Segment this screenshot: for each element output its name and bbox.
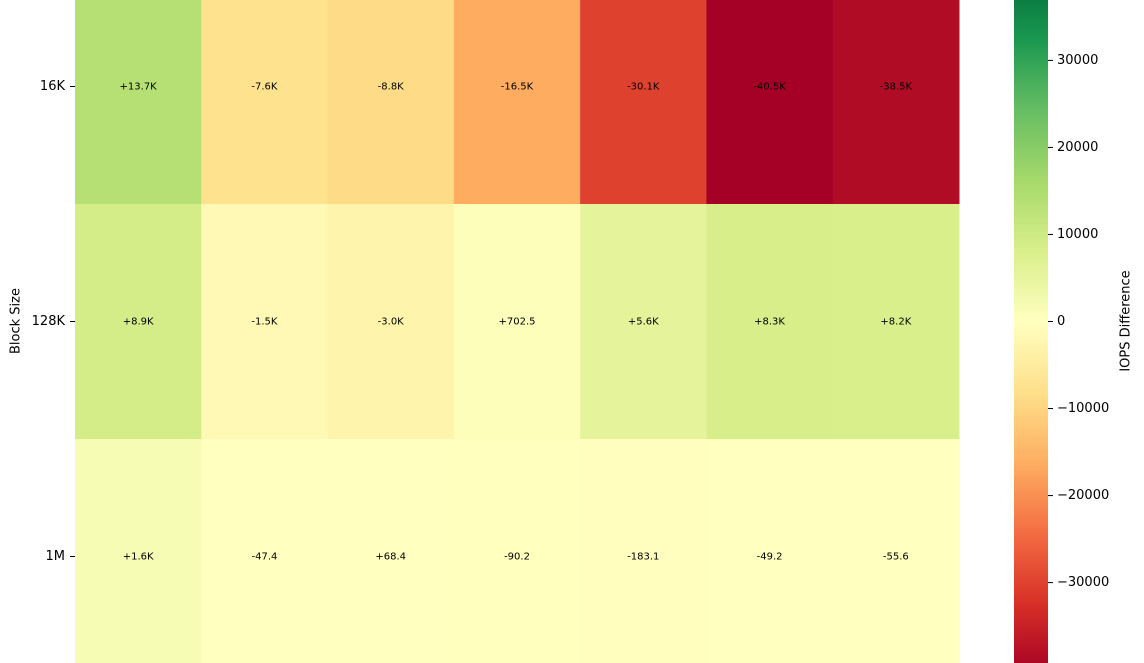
cell-label: -90.2 bbox=[504, 552, 530, 563]
heatmap-cell bbox=[201, 204, 329, 440]
cell-label: +68.4 bbox=[375, 552, 406, 563]
heatmap-cell bbox=[580, 0, 707, 205]
heatmap-cell bbox=[832, 0, 960, 205]
colorbar-tick-label: −30000 bbox=[1057, 575, 1109, 590]
heatmap-cell bbox=[201, 0, 329, 205]
heatmap-cell bbox=[75, 439, 202, 663]
cell-label: +8.3K bbox=[754, 317, 785, 328]
cell-label: -183.1 bbox=[627, 552, 659, 563]
heatmap-cell bbox=[327, 439, 455, 663]
cell-label: +1.6K bbox=[123, 552, 154, 563]
colorbar-tick-label: −10000 bbox=[1057, 401, 1109, 416]
heatmap-cell bbox=[201, 439, 329, 663]
cell-label: +13.7K bbox=[120, 82, 158, 93]
cell-label: -7.6K bbox=[251, 82, 278, 93]
cell-label: -40.5K bbox=[753, 82, 786, 93]
heatmap-cell bbox=[327, 0, 455, 205]
cell-label: -3.0K bbox=[378, 317, 405, 328]
cell-label: -16.5K bbox=[501, 82, 534, 93]
heatmap-cell bbox=[453, 204, 581, 440]
colorbar-tick-label: 0 bbox=[1057, 314, 1065, 329]
cell-label: -38.5K bbox=[880, 82, 913, 93]
heatmap-cell bbox=[832, 439, 960, 663]
cell-label: -1.5K bbox=[251, 317, 278, 328]
colorbar-label: IOPS Difference bbox=[1119, 270, 1134, 371]
colorbar bbox=[1014, 0, 1048, 663]
y-tick-label: 1M bbox=[46, 549, 66, 564]
colorbar-tick-label: 10000 bbox=[1057, 227, 1098, 242]
cell-label: +8.9K bbox=[123, 317, 154, 328]
heatmap-cell bbox=[706, 204, 834, 440]
heatmap-cell bbox=[453, 0, 581, 205]
y-tick-label: 128K bbox=[32, 314, 66, 329]
heatmap-cell bbox=[580, 204, 707, 440]
cell-label: -8.8K bbox=[378, 82, 405, 93]
heatmap-cell bbox=[75, 0, 202, 205]
heatmap-cell bbox=[832, 204, 960, 440]
y-tick-label: 16K bbox=[40, 79, 66, 94]
heatmap-cell bbox=[706, 0, 834, 205]
heatmap-cell bbox=[327, 204, 455, 440]
cell-label: -47.4 bbox=[251, 552, 277, 563]
cell-label: -55.6 bbox=[883, 552, 909, 563]
heatmap-cell bbox=[580, 439, 707, 663]
colorbar-tick-label: 30000 bbox=[1057, 53, 1098, 68]
cell-label: +8.2K bbox=[880, 317, 911, 328]
heatmap-cell bbox=[706, 439, 834, 663]
heatmap-cell bbox=[75, 204, 202, 440]
cell-label: -30.1K bbox=[627, 82, 660, 93]
y-axis-label: Block Size bbox=[9, 288, 24, 354]
colorbar-tick-label: 20000 bbox=[1057, 140, 1098, 155]
colorbar-tick-label: −20000 bbox=[1057, 488, 1109, 503]
cell-label: +702.5 bbox=[498, 317, 535, 328]
cell-label: +5.6K bbox=[628, 317, 659, 328]
cell-label: -49.2 bbox=[757, 552, 783, 563]
heatmap-cell bbox=[453, 439, 581, 663]
